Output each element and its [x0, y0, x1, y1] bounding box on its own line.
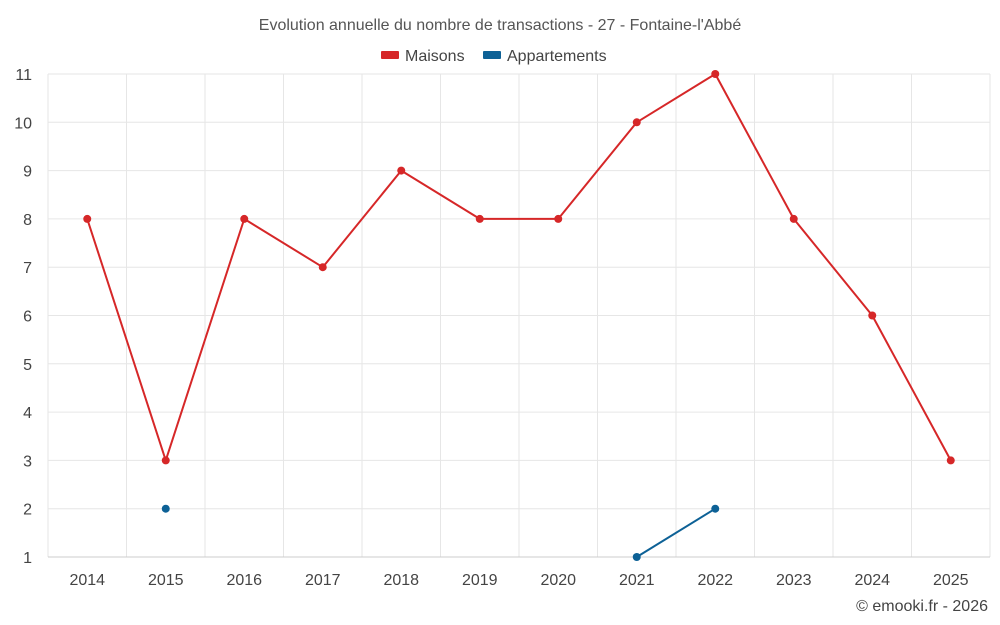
data-point-maisons-2019	[475, 214, 484, 223]
data-point-maisons-2024	[868, 311, 877, 320]
data-point-maisons-2021	[632, 118, 641, 127]
y-tick-label-7: 7	[23, 260, 32, 277]
legend-item-maisons[interactable]: Maisons	[381, 48, 465, 65]
y-tick-label-10: 10	[14, 115, 32, 132]
legend-item-appartements[interactable]: Appartements	[483, 48, 607, 65]
data-point-maisons-2016	[240, 214, 249, 223]
data-point-maisons-2025	[946, 456, 955, 465]
data-point-maisons-2018	[397, 166, 406, 175]
chart-title: Evolution annuelle du nombre de transact…	[259, 17, 742, 34]
legend-swatch-appartements	[483, 51, 501, 59]
x-tick-label-2014: 2014	[69, 572, 105, 589]
credit-text: © emooki.fr - 2026	[856, 598, 988, 615]
x-tick-label-2025: 2025	[933, 572, 969, 589]
y-tick-label-8: 8	[23, 212, 32, 229]
data-point-maisons-2015	[161, 456, 170, 465]
y-tick-label-11: 11	[15, 67, 32, 84]
legend-label-maisons: Maisons	[405, 48, 465, 65]
data-point-appartements-2015	[161, 504, 170, 513]
x-tick-label-2024: 2024	[854, 572, 890, 589]
data-point-appartements-2021	[632, 553, 641, 561]
x-tick-label-2017: 2017	[305, 572, 341, 589]
data-point-maisons-2014	[83, 214, 92, 223]
legend: Maisons Appartements	[381, 48, 607, 65]
x-tick-label-2020: 2020	[540, 572, 576, 589]
series-line-maisons	[86, 73, 952, 462]
data-point-maisons-2020	[554, 214, 563, 223]
data-point-maisons-2022	[711, 70, 720, 78]
legend-label-appartements: Appartements	[507, 48, 607, 65]
x-tick-label-2015: 2015	[148, 572, 184, 589]
data-point-maisons-2023	[789, 214, 798, 223]
y-tick-label-4: 4	[23, 405, 32, 422]
y-tick-label-2: 2	[23, 502, 32, 519]
x-tick-label-2023: 2023	[776, 572, 812, 589]
data-point-appartements-2022	[711, 504, 720, 513]
series-group	[83, 70, 955, 561]
x-tick-label-2018: 2018	[383, 572, 419, 589]
x-tick-label-2016: 2016	[226, 572, 262, 589]
y-tick-label-6: 6	[23, 309, 32, 326]
y-tick-label-5: 5	[23, 357, 32, 374]
y-tick-label-3: 3	[23, 453, 32, 470]
legend-swatch-maisons	[381, 51, 399, 59]
y-axis: 1 2 3 4 5 6 7 8 9 10 11	[14, 67, 32, 567]
series-line-appartements	[636, 507, 716, 558]
x-axis: 2014 2015 2016 2017 2018 2019 2020 2021 2022 2023…	[69, 572, 968, 589]
gridlines	[47, 73, 991, 558]
y-tick-label-9: 9	[23, 164, 32, 181]
x-tick-label-2019: 2019	[462, 572, 498, 589]
data-point-maisons-2017	[318, 263, 327, 272]
x-tick-label-2021: 2021	[619, 572, 655, 589]
y-tick-label-1: 1	[23, 550, 32, 567]
x-tick-label-2022: 2022	[697, 572, 733, 589]
